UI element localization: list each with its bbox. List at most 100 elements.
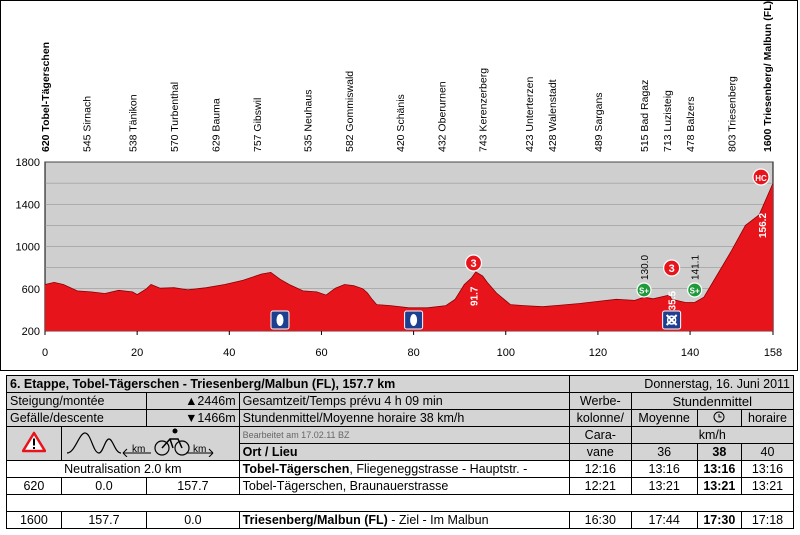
svg-text:582 Gommiswald: 582 Gommiswald — [344, 71, 356, 152]
location-altitude: 570 — [169, 132, 181, 152]
svg-text:570 Turbenthal: 570 Turbenthal — [169, 82, 181, 152]
svg-text:629 Bauma: 629 Bauma — [210, 98, 222, 152]
location-name: Turbenthal — [169, 82, 181, 132]
location-label: 489 Sargans — [593, 92, 605, 152]
table-row: 620 0.0 157.7 Tobel-Tägerschen, Braunaue… — [6, 477, 795, 495]
location-name: Gommiswald — [344, 71, 356, 132]
location-name: Sargans — [593, 92, 605, 131]
neutral-zone: Neutralisation 2.0 km — [6, 460, 240, 478]
time-40: 13:21 — [740, 477, 795, 495]
caravan-header-2: kolonne/ — [569, 409, 632, 427]
location-altitude: 478 — [685, 132, 697, 152]
location-name: Kerenzerberg — [478, 68, 490, 132]
location-name: Unterterzen — [524, 77, 536, 132]
descent-label: Gefälle/descente — [5, 409, 148, 427]
location-name: Triesenberg — [727, 76, 739, 132]
location-label: 1600 Triesenberg/ Malbun (FL) — [762, 1, 774, 152]
place-rest: - Ziel - Im Malbun — [387, 513, 489, 527]
svg-text:478 Balzers: 478 Balzers — [685, 97, 697, 152]
location-label: 620 Tobel-Tägerschen — [40, 42, 52, 152]
location-altitude: 535 — [303, 132, 315, 152]
y-tick-label: 1000 — [16, 242, 40, 254]
speed-36: 36 — [630, 443, 698, 461]
climb-category-icon — [663, 259, 681, 277]
svg-text:538 Tänikon: 538 Tänikon — [128, 94, 140, 152]
x-tick-label: 100 — [497, 347, 515, 359]
location-label: 535 Neuhaus — [303, 90, 315, 152]
location-name: Neuhaus — [303, 90, 315, 132]
location-label: 545 Sirnach — [81, 96, 93, 152]
x-tick-label: 140 — [681, 347, 699, 359]
elevation-line — [44, 182, 774, 309]
km-done: 0.0 — [60, 477, 148, 495]
total-time: Gesamtzeit/Temps prévu 4 h 09 min — [238, 392, 571, 410]
route-markers: 3 91.7 3 135.5 HC 156.2 S+ 130.0 S+ 141.1 — [270, 168, 770, 330]
place-rest: , Fliegeneggstrasse - Hauptstr. - — [349, 462, 528, 476]
km-unit-right: km — [193, 444, 206, 455]
sprint-km-text: 141.1 — [691, 255, 702, 280]
speed-header: Stundenmittel — [630, 392, 795, 410]
location-name: Sirnach — [81, 96, 93, 132]
location-name: Balzers — [685, 97, 697, 132]
climb-category-icon — [464, 254, 483, 272]
svg-text:620 Tobel-Tägerschen: 620 Tobel-Tägerschen — [40, 42, 52, 152]
location-label: 538 Tänikon — [128, 94, 140, 152]
altitude: 620 — [6, 477, 62, 495]
location-altitude: 420 — [395, 132, 407, 152]
clock-icon — [696, 409, 742, 427]
location-label: 803 Triesenberg — [727, 76, 739, 152]
location-label: 743 Kerenzerberg — [478, 68, 490, 152]
svg-text:489 Sargans: 489 Sargans — [593, 92, 605, 152]
location-altitude: 629 — [210, 132, 222, 152]
place-header: Ort / Lieu — [238, 443, 571, 461]
sprint-km-label: 141.1 — [691, 255, 702, 280]
svg-text:432 Oberurnen: 432 Oberurnen — [436, 81, 448, 152]
time-40: 17:18 — [740, 511, 795, 529]
km-done: 157.7 — [60, 511, 148, 529]
cross-ring — [666, 315, 677, 325]
location-altitude: 1600 — [762, 126, 774, 152]
svg-text:428 Walenstadt: 428 Walenstadt — [547, 79, 559, 152]
table-row: 1600 157.7 0.0 Triesenberg/Malbun (FL) -… — [6, 511, 795, 529]
km-unit-left: km — [132, 444, 145, 455]
edited-note: Bearbeitet am 17.02.11 BZ — [238, 426, 571, 444]
location-altitude: 545 — [81, 132, 93, 152]
table-row: Neutralisation 2.0 km Tobel-Tägerschen, … — [6, 460, 795, 478]
location-altitude: 582 — [344, 132, 356, 152]
x-tick-label: 120 — [589, 347, 607, 359]
location-name: Bauma — [210, 98, 222, 131]
sprint-km-text: 130.0 — [640, 255, 651, 280]
caravan-header-4: vane — [569, 443, 632, 461]
svg-text:1600 Triesenberg/ Malbun (FL): 1600 Triesenberg/ Malbun (FL) — [762, 1, 774, 152]
feed-symbol — [276, 314, 284, 326]
climb-km-text: 156.2 — [758, 213, 769, 238]
climb-label: Steigung/montée — [5, 392, 148, 410]
svg-text:420 Schänis: 420 Schänis — [395, 94, 407, 152]
location-name: Bad Ragaz — [639, 80, 651, 132]
speed-40: 40 — [740, 443, 795, 461]
speed-horaire-label: horaire — [740, 409, 795, 427]
sprint-icon — [636, 282, 652, 298]
svg-text:515 Bad Ragaz: 515 Bad Ragaz — [639, 80, 651, 152]
location-name: Walenstadt — [547, 79, 559, 131]
x-tick-label: 0 — [42, 347, 48, 359]
location-name: Triesenberg/ Malbun (FL) — [762, 1, 774, 126]
climb-km-text: 91.7 — [470, 286, 481, 306]
location-label: 423 Unterterzen — [524, 77, 536, 152]
avg-speed: Stundenmittel/Moyenne horaire 38 km/h — [238, 409, 571, 427]
speed-moyenne-label: Moyenne — [630, 409, 698, 427]
climb-km-label: 156.2 — [758, 213, 769, 238]
location-name: Tänikon — [128, 94, 140, 132]
climb-value: ▲2446m — [146, 392, 240, 410]
location-altitude: 489 — [593, 132, 605, 152]
place-bold: Triesenberg/Malbun (FL) — [242, 513, 388, 527]
x-tick-label: 80 — [407, 347, 419, 359]
y-tick-label: 200 — [22, 326, 40, 338]
climb-km-label: 91.7 — [470, 286, 481, 306]
profile-cyclist-icon: km km — [60, 426, 240, 461]
sprint-icon — [687, 282, 703, 298]
time-38: 13:21 — [696, 477, 742, 495]
km-left: 157.7 — [146, 477, 240, 495]
location-label: 478 Balzers — [685, 97, 697, 152]
location-altitude: 538 — [128, 132, 140, 152]
